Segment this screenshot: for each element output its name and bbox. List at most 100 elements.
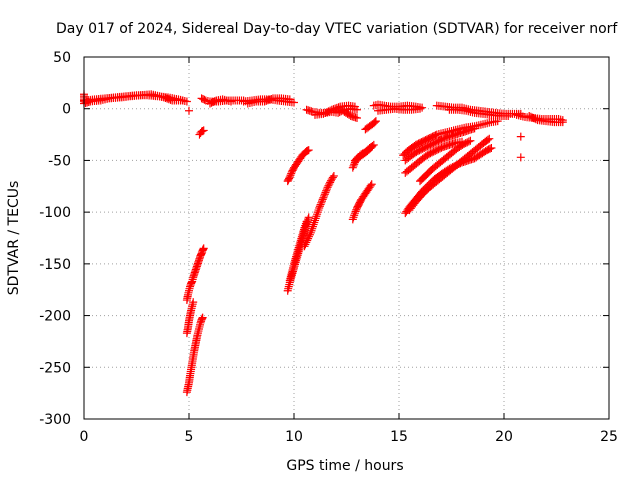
data-point	[371, 117, 380, 126]
data-point	[367, 142, 376, 151]
data-point	[262, 96, 271, 105]
data-point	[263, 96, 272, 105]
data-point	[531, 115, 540, 124]
data-point	[324, 107, 333, 116]
data-point	[322, 108, 331, 117]
x-tick-label: 0	[80, 429, 89, 445]
axis-ticks	[83, 56, 610, 420]
chart-title: Day 017 of 2024, Sidereal Day-to-day VTE…	[56, 21, 618, 37]
data-point	[301, 240, 310, 249]
data-point	[332, 103, 341, 112]
data-point	[300, 242, 309, 251]
data-point	[504, 111, 513, 120]
data-point	[260, 97, 269, 106]
data-point	[464, 137, 473, 146]
x-axis-title: GPS time / hours	[286, 458, 403, 474]
data-point	[311, 214, 320, 223]
data-point	[321, 188, 330, 197]
data-point	[558, 118, 567, 127]
data-point	[351, 207, 360, 216]
data-point	[199, 244, 208, 253]
data-point	[525, 111, 534, 120]
data-point	[182, 97, 191, 106]
data-point	[320, 191, 329, 200]
data-point	[286, 171, 295, 180]
data-point	[367, 180, 376, 189]
data-point	[316, 200, 325, 209]
data-point	[185, 106, 193, 115]
data-point	[314, 206, 323, 215]
data-point	[466, 136, 475, 145]
data-point	[528, 113, 537, 122]
data-point	[189, 298, 198, 307]
data-point	[322, 186, 331, 195]
data-point	[166, 95, 175, 104]
data-point	[199, 126, 208, 135]
y-tick-label: -300	[39, 412, 71, 428]
x-axis-tick-labels: 0 5 10 15 20 25	[80, 429, 618, 445]
data-point	[485, 134, 494, 143]
data-point	[304, 213, 313, 222]
data-point	[302, 238, 311, 247]
data-point	[322, 185, 331, 194]
data-point	[304, 146, 313, 155]
data-point	[312, 212, 321, 221]
data-point	[349, 213, 358, 222]
y-tick-label: -50	[48, 153, 71, 169]
data-point	[178, 96, 187, 105]
data-point	[163, 94, 172, 103]
y-tick-label: -200	[39, 309, 71, 325]
data-point	[483, 135, 492, 144]
data-point	[530, 114, 539, 123]
data-point	[348, 215, 357, 224]
data-point	[350, 209, 359, 218]
data-point	[431, 131, 440, 140]
data-point	[285, 172, 294, 181]
data-point	[329, 105, 338, 114]
data-point	[305, 230, 314, 239]
data-point	[313, 210, 322, 219]
data-point	[319, 193, 328, 202]
data-point	[198, 313, 207, 322]
data-point	[302, 217, 311, 226]
data-point	[493, 117, 502, 126]
data-point	[470, 124, 479, 133]
data-point	[350, 102, 359, 111]
y-axis-title: SDTVAR / TECUs	[6, 181, 22, 296]
data-point	[349, 161, 358, 170]
data-point	[313, 208, 322, 217]
data-point	[164, 95, 173, 104]
data-point	[487, 144, 496, 153]
data-point	[366, 144, 375, 153]
data-point	[329, 171, 338, 180]
data-point	[370, 118, 379, 127]
x-tick-label: 15	[390, 429, 408, 445]
data-point	[325, 180, 334, 189]
x-tick-label: 10	[285, 429, 303, 445]
y-tick-label: -100	[39, 205, 71, 221]
data-point	[305, 232, 313, 241]
data-point	[315, 204, 324, 213]
data-point	[526, 112, 535, 121]
y-tick-label: 0	[62, 102, 71, 118]
data-point	[161, 93, 170, 102]
x-tick-label: 20	[495, 429, 513, 445]
data-point	[304, 234, 313, 243]
data-point	[328, 173, 337, 182]
y-tick-label: -250	[39, 360, 71, 376]
data-point	[315, 202, 324, 211]
y-tick-label: 50	[53, 50, 71, 66]
data-point	[227, 97, 235, 106]
x-tick-label: 5	[185, 429, 194, 445]
data-point	[309, 220, 318, 229]
data-point	[290, 98, 298, 107]
data-point	[326, 178, 335, 187]
data-point	[348, 163, 357, 172]
data-point	[516, 132, 525, 141]
plot-frame	[83, 56, 610, 420]
data-point	[366, 181, 375, 190]
data-point	[318, 197, 326, 206]
data-point	[321, 109, 330, 118]
data-point	[486, 144, 494, 153]
